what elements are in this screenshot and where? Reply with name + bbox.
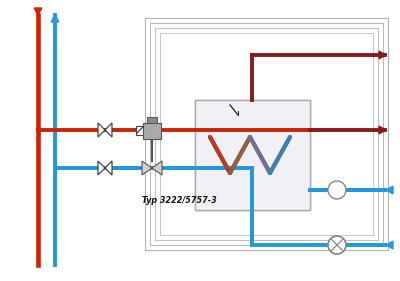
Bar (195, 100, 310, 210)
Polygon shape (379, 51, 386, 59)
Bar (160, 33, 373, 235)
Polygon shape (105, 161, 112, 175)
Bar (155, 28, 378, 240)
Polygon shape (386, 186, 393, 194)
Polygon shape (386, 241, 393, 249)
Polygon shape (142, 161, 152, 175)
Bar (136, 126, 144, 135)
Polygon shape (98, 123, 105, 137)
Polygon shape (152, 161, 162, 175)
Bar (147, 117, 157, 123)
Polygon shape (34, 8, 42, 15)
Bar (150, 23, 383, 245)
Polygon shape (379, 126, 386, 134)
Bar (150, 23, 383, 245)
Bar (195, 100, 310, 210)
Polygon shape (98, 161, 105, 175)
Bar (143, 123, 161, 139)
Circle shape (328, 181, 346, 199)
Bar (145, 18, 388, 250)
Bar (155, 28, 378, 240)
Text: Typ 3222/5757-3: Typ 3222/5757-3 (142, 196, 217, 205)
Polygon shape (51, 15, 59, 22)
Bar (160, 33, 373, 235)
Bar (145, 18, 388, 250)
Circle shape (328, 236, 346, 254)
Bar (150, 23, 383, 245)
Bar (155, 28, 378, 240)
Bar (145, 18, 388, 250)
Polygon shape (105, 123, 112, 137)
